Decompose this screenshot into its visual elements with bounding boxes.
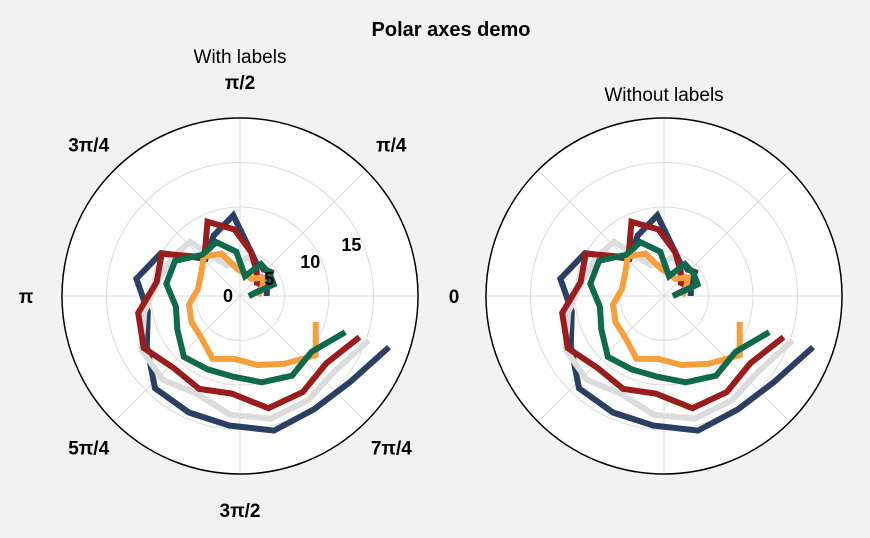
theta-tick-label: 0: [449, 287, 460, 308]
r-tick-label: 0: [223, 286, 233, 306]
series-line-5: [587, 238, 771, 386]
theta-tick-label: π/2: [225, 73, 255, 94]
series-line-4: [609, 250, 743, 369]
polar-axes-without-labels: Without labels: [485, 85, 843, 475]
series-line-5: [163, 238, 347, 386]
theta-tick-label: 3π/2: [220, 501, 261, 522]
polar-spine: [485, 117, 843, 475]
figure-title: Polar axes demo: [372, 19, 531, 41]
r-tick-label: 10: [300, 252, 320, 272]
polar-spine: [61, 117, 419, 475]
axes-title-with-labels: With labels: [194, 47, 287, 68]
axes-title-without-labels: Without labels: [604, 85, 723, 106]
theta-tick-label: 7π/4: [371, 438, 412, 459]
theta-tick-label: 3π/4: [68, 136, 109, 157]
theta-tick-label: π: [19, 287, 34, 308]
r-tick-label: 15: [341, 235, 361, 255]
polar-axes-with-labels: With labels 0 π/4 π/2 3π/4 π 5π/4 3π/2 7π/4 0 5 10…: [19, 47, 460, 522]
theta-tick-label: 5π/4: [68, 438, 109, 459]
r-tick-label: 5: [264, 269, 274, 289]
theta-tick-label: π/4: [376, 136, 407, 157]
series-line-4: [185, 250, 319, 369]
